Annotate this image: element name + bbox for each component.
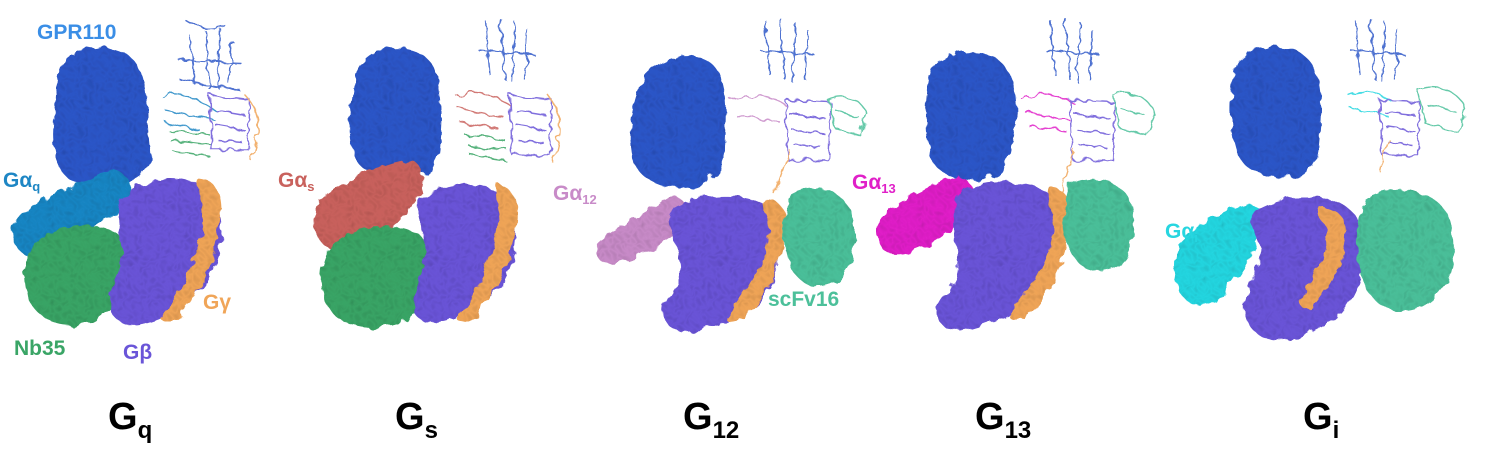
label-gpr110: GPR110 (37, 22, 116, 43)
label-galpha-13-sub: 13 (881, 181, 896, 196)
ggamma-density (725, 199, 787, 322)
nb35-density (320, 226, 430, 328)
ribbon-model (159, 19, 259, 161)
panel-gq (12, 19, 259, 326)
caption-gs-sub: s (424, 417, 438, 444)
galpha-density (314, 159, 424, 250)
nb35-density (24, 225, 129, 325)
label-galpha-12-base: Gα (553, 182, 583, 205)
label-galpha-i: Gαi (1165, 221, 1198, 244)
panel-gs (314, 17, 560, 328)
label-galpha-13: Gα13 (852, 172, 896, 195)
galpha-density (1174, 204, 1264, 306)
caption-g13: G13 (975, 398, 1031, 443)
ggamma-density (160, 179, 221, 322)
panel-g12 (594, 17, 869, 333)
gbeta-density (1245, 196, 1365, 341)
label-galpha-q-base: Gα (3, 169, 33, 192)
label-galpha-i-sub: i (1194, 230, 1198, 245)
caption-gs-base: G (395, 396, 425, 438)
label-ggamma: Gγ (203, 292, 231, 313)
receptor-density (53, 47, 151, 185)
label-nb35-text: Nb35 (14, 337, 66, 360)
ggamma-density (1008, 187, 1072, 320)
scfv16-density (784, 187, 856, 287)
caption-g12-base: G (683, 396, 713, 438)
galpha-density (877, 176, 973, 255)
label-nb35: Nb35 (14, 338, 65, 359)
ribbon-model (454, 17, 560, 163)
caption-gi-sub: i (1332, 417, 1340, 444)
caption-gi: Gi (1303, 398, 1339, 443)
receptor-density (1230, 46, 1322, 179)
caption-g12-sub: 12 (712, 417, 740, 444)
label-galpha-s: Gαs (278, 170, 314, 193)
receptor-density (925, 51, 1016, 181)
caption-g13-sub: 13 (1004, 417, 1032, 444)
label-ggamma-text: Gγ (203, 291, 232, 314)
label-galpha-i-base: Gα (1165, 220, 1195, 243)
caption-g12: G12 (683, 398, 739, 443)
panel-g13 (877, 17, 1156, 331)
label-galpha-q-sub: q (32, 179, 41, 194)
label-galpha-s-sub: s (307, 179, 315, 194)
ggamma-density (456, 185, 518, 323)
receptor-density (629, 55, 727, 189)
ribbon-model (729, 17, 869, 196)
ggamma-density (1300, 209, 1347, 310)
galpha-density (12, 171, 131, 258)
caption-gq-base: G (108, 396, 138, 438)
caption-gq-sub: q (137, 417, 153, 444)
galpha-density (594, 196, 687, 264)
panel-gi (1174, 17, 1467, 341)
label-gpr110-text: GPR110 (37, 21, 117, 44)
label-scfv16-text: scFv16 (768, 288, 840, 311)
caption-g13-base: G (975, 396, 1005, 438)
label-galpha-q: Gαq (3, 170, 40, 193)
caption-gs: Gs (395, 398, 438, 443)
label-gbeta-text: Gβ (123, 341, 153, 364)
scfv16-density (1356, 189, 1454, 312)
ribbon-model (1019, 17, 1156, 196)
label-galpha-s-base: Gα (278, 169, 308, 192)
scfv16-density (1064, 179, 1135, 272)
ribbon-model (1347, 17, 1467, 173)
label-galpha-12-sub: 12 (582, 192, 597, 207)
label-gbeta: Gβ (123, 342, 152, 363)
label-galpha-13-base: Gα (852, 171, 882, 194)
label-scfv16: scFv16 (768, 289, 839, 310)
caption-gq: Gq (108, 398, 152, 443)
receptor-density (349, 47, 443, 176)
label-galpha-12: Gα12 (553, 183, 597, 206)
caption-gi-base: G (1303, 396, 1333, 438)
